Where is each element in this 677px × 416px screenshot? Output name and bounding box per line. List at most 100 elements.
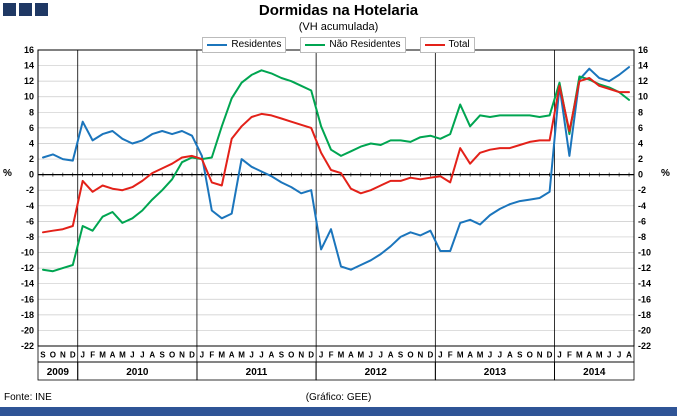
month-tick-label: F <box>90 351 95 360</box>
logo-square <box>35 3 48 16</box>
y-tick-label-right: -14 <box>638 279 651 289</box>
month-tick-label: O <box>169 351 175 360</box>
month-tick-label: J <box>249 351 253 360</box>
year-label: 2014 <box>583 367 606 378</box>
bottom-accent-bar <box>0 407 677 416</box>
y-tick-label-left: -10 <box>21 248 34 258</box>
y-tick-label-left: -12 <box>21 263 34 273</box>
y-tick-label-right: -6 <box>638 216 646 226</box>
y-tick-label-right: 8 <box>638 107 643 117</box>
residentes-line-swatch <box>207 44 228 46</box>
y-tick-label-left: -14 <box>21 279 34 289</box>
month-tick-label: A <box>467 351 473 360</box>
year-label: 2010 <box>126 367 149 378</box>
month-tick-label: A <box>586 351 592 360</box>
legend: Residentes Não Residentes Total <box>0 37 677 53</box>
year-label: 2013 <box>484 367 507 378</box>
month-tick-label: N <box>298 351 304 360</box>
legend-item-total: Total <box>419 37 475 53</box>
y-tick-label-left: 2 <box>29 154 34 164</box>
month-tick-label: J <box>378 351 382 360</box>
gridlines <box>38 49 634 347</box>
y-tick-label-left: -18 <box>21 310 34 320</box>
logo-square <box>3 3 16 16</box>
source-note: Fonte: INE <box>4 392 52 403</box>
legend-label: Não Residentes <box>329 39 401 50</box>
y-tick-label-right: 12 <box>638 76 648 86</box>
month-tick-label: O <box>407 351 413 360</box>
year-band-box <box>554 361 635 381</box>
month-tick-label: M <box>576 351 583 360</box>
month-tick-label: N <box>60 351 66 360</box>
y-tick-label-right: -10 <box>638 248 651 258</box>
y-tick-label-right: -22 <box>638 341 651 351</box>
y-tick-label-right: -16 <box>638 294 651 304</box>
y-axis-unit-left: % <box>3 168 12 179</box>
chart-title: Dormidas na Hotelaria <box>258 2 419 19</box>
y-tick-label-right: 10 <box>638 92 648 102</box>
month-tick-label: M <box>596 351 603 360</box>
month-tick-label: J <box>438 351 442 360</box>
y-tick-label-left: 0 <box>29 170 34 180</box>
chart-svg: -22 -22-20 -20-18 -18-16 -16-14 -14-12 -12-10-… <box>21 45 651 381</box>
y-tick-label-left: 4 <box>29 138 34 148</box>
y-tick-label-right: -18 <box>638 310 651 320</box>
month-tick-label: F <box>567 351 572 360</box>
y-tick-label-right: -20 <box>638 325 651 335</box>
y-tick-label-left: 8 <box>29 107 34 117</box>
month-tick-label: J <box>617 351 621 360</box>
month-tick-label: J <box>200 351 204 360</box>
y-tick-label-right: 4 <box>638 138 643 148</box>
month-tick-label: N <box>418 351 424 360</box>
month-tick-label: D <box>189 351 195 360</box>
plot-border <box>37 49 635 347</box>
month-tick-label: O <box>288 351 294 360</box>
month-tick-label: F <box>448 351 453 360</box>
y-tick-label-right: 14 <box>638 61 648 71</box>
y-tick-label-right: -12 <box>638 263 651 273</box>
y-tick-label-left: 14 <box>24 61 34 71</box>
month-tick-label: D <box>308 351 314 360</box>
month-tick-label: J <box>498 351 502 360</box>
month-tick-label: O <box>527 351 533 360</box>
month-tick-label: J <box>607 351 611 360</box>
month-tick-label: A <box>388 351 394 360</box>
month-tick-label: S <box>40 351 46 360</box>
credit-note: (Gráfico: GEE) <box>305 392 372 403</box>
series-line-total <box>42 77 630 234</box>
legend-label: Total <box>448 39 470 50</box>
legend-item-residentes: Residentes <box>202 37 287 53</box>
series-lines <box>42 66 630 273</box>
logo-square <box>19 3 32 16</box>
month-tick-label: N <box>537 351 543 360</box>
month-tick-label: F <box>329 351 334 360</box>
y-tick-label-right: 2 <box>638 154 643 164</box>
month-tick-label: J <box>319 351 323 360</box>
month-tick-label: A <box>626 351 632 360</box>
month-tick-label: A <box>348 351 354 360</box>
year-label: 2012 <box>365 367 388 378</box>
month-tick-label: M <box>457 351 464 360</box>
month-tick-label: D <box>427 351 433 360</box>
month-tick-label: J <box>140 351 144 360</box>
month-tick-label: N <box>179 351 185 360</box>
axis-labels: -22 -22-20 -20-18 -18-16 -16-14 -14-12 -12-10-… <box>21 45 651 378</box>
y-tick-label-left: -20 <box>21 325 34 335</box>
month-tick-label: M <box>357 351 364 360</box>
month-tick-label: A <box>110 351 116 360</box>
y-tick-label-left: 16 <box>24 46 34 55</box>
month-tick-label: M <box>119 351 126 360</box>
chart-subtitle: (VH acumulada) <box>298 21 379 33</box>
y-tick-label-left: -6 <box>26 216 34 226</box>
y-tick-label-left: -22 <box>21 341 34 351</box>
y-tick-label-right: -2 <box>638 185 646 195</box>
month-tick-label: J <box>130 351 134 360</box>
y-tick-label-left: -8 <box>26 232 34 242</box>
month-tick-label: J <box>369 351 373 360</box>
month-tick-label: M <box>477 351 484 360</box>
legend-label: Residentes <box>231 39 282 50</box>
month-strip <box>37 345 635 363</box>
series-line-residentes <box>42 66 630 271</box>
month-tick-label: J <box>80 351 84 360</box>
